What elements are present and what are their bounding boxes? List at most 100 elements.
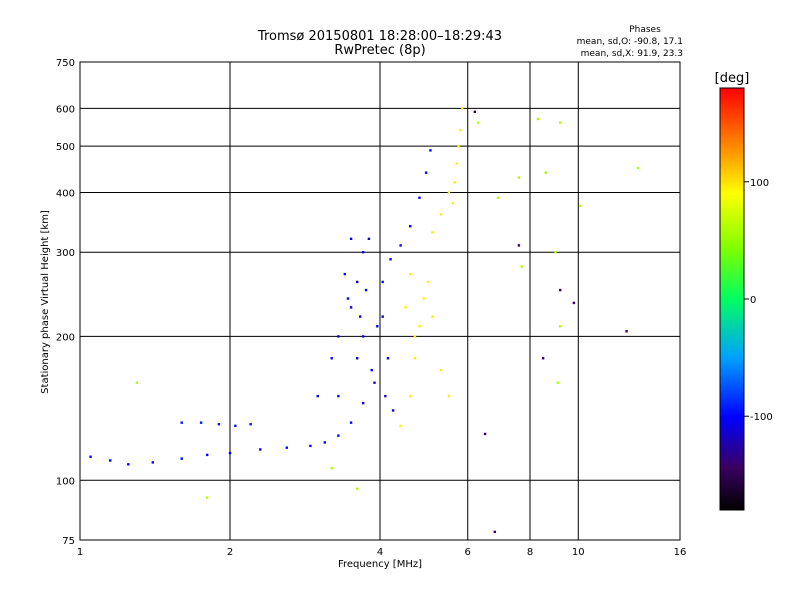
data-point: [447, 191, 451, 194]
data-point: [285, 446, 288, 449]
phases-o-stats: mean, sd,O: -90.8, 17.1: [577, 37, 683, 47]
data-point: [625, 330, 628, 333]
data-point: [364, 288, 368, 292]
x-tick-label: 8: [527, 547, 533, 558]
data-point: [517, 176, 521, 179]
data-point: [373, 381, 376, 384]
data-point: [234, 424, 237, 428]
data-point: [381, 280, 384, 284]
colorbar-ticks: -100 0 100: [744, 178, 773, 423]
y-tick-label: 750: [56, 58, 75, 69]
data-point: [554, 251, 557, 254]
colorbar-tick-label: 0: [750, 295, 756, 306]
data-point: [355, 357, 359, 360]
data-point: [424, 171, 428, 174]
data-point: [337, 434, 340, 437]
x-axis-label: Frequency [MHz]: [338, 559, 422, 570]
data-point: [453, 181, 456, 184]
data-point: [517, 244, 521, 247]
data-point: [404, 306, 407, 309]
x-tick-label: 4: [377, 547, 383, 558]
x-tick-label: 16: [674, 547, 687, 558]
data-point: [346, 297, 350, 300]
data-point: [109, 459, 112, 462]
data-point: [381, 315, 384, 318]
data-point: [376, 325, 379, 328]
data-point: [89, 455, 92, 458]
colorbar-label: [deg]: [715, 71, 750, 86]
data-point: [572, 301, 576, 305]
data-point: [135, 381, 138, 384]
grid-lines: [79, 61, 681, 541]
data-point: [370, 368, 373, 372]
data-point: [249, 423, 252, 426]
data-point: [361, 251, 365, 254]
y-tick-label: 300: [56, 248, 75, 259]
data-point: [409, 225, 412, 228]
data-point: [461, 107, 464, 110]
data-point: [330, 466, 333, 470]
x-tick-label: 10: [572, 547, 585, 558]
data-point: [520, 265, 523, 268]
y-axis-label: Stationary phase Virtual Height [km]: [40, 210, 51, 394]
data-point: [431, 231, 434, 234]
data-point: [409, 272, 412, 276]
y-tick-label: 100: [56, 476, 75, 487]
y-axis-ticks: 75 100 200 300 400 500 600 750: [56, 58, 75, 547]
phases-header: Phases: [629, 25, 661, 35]
data-point: [389, 258, 392, 261]
colorbar-tick-label: -100: [750, 412, 773, 423]
data-point: [228, 451, 232, 455]
chart-title: Tromsø 20150801 18:28:00–18:29:43: [257, 29, 502, 44]
data-point: [409, 394, 412, 398]
data-point: [457, 144, 460, 148]
data-point: [473, 110, 477, 114]
data-point: [556, 381, 560, 384]
data-point: [205, 453, 209, 457]
y-tick-label: 75: [62, 536, 75, 547]
data-point: [151, 461, 155, 464]
data-point: [337, 335, 340, 338]
y-tick-label: 600: [56, 104, 75, 115]
data-point: [559, 121, 562, 124]
data-point: [361, 401, 365, 405]
data-point: [559, 288, 562, 292]
x-axis-ticks: 1 2 4 6 8 10 16: [77, 547, 687, 558]
data-point: [399, 244, 402, 247]
data-point: [259, 448, 262, 451]
data-point: [541, 357, 545, 360]
data-points: [89, 107, 640, 534]
data-point: [391, 409, 395, 412]
data-point: [349, 237, 353, 241]
data-point: [217, 423, 221, 426]
data-point: [180, 421, 183, 424]
data-point: [439, 368, 443, 372]
data-point: [413, 357, 417, 360]
data-point: [199, 421, 203, 424]
data-point: [418, 196, 421, 199]
x-tick-label: 2: [227, 547, 233, 558]
data-point: [451, 201, 455, 205]
data-point: [343, 272, 347, 276]
x-tick-label: 1: [77, 547, 83, 558]
data-point: [544, 171, 547, 174]
data-point: [367, 237, 371, 241]
data-point: [422, 297, 426, 300]
data-point: [455, 162, 458, 165]
y-tick-label: 200: [56, 332, 75, 343]
data-point: [579, 204, 582, 208]
chart-subtitle: RwPretec (8p): [334, 43, 425, 58]
data-point: [439, 213, 443, 216]
data-point: [316, 394, 319, 398]
data-point: [180, 457, 183, 460]
data-point: [205, 496, 209, 499]
data-point: [399, 424, 402, 428]
x-tick-label: 6: [465, 547, 471, 558]
data-point: [337, 394, 340, 398]
colorbar-tick-label: 100: [750, 178, 769, 189]
data-point: [358, 315, 362, 318]
data-point: [323, 441, 327, 444]
data-point: [309, 444, 312, 448]
data-point: [355, 280, 359, 284]
